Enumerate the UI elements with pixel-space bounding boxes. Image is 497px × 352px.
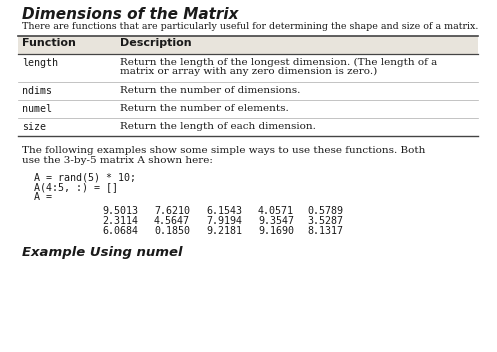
Text: matrix or array with any zero dimension is zero.): matrix or array with any zero dimension … [120, 67, 377, 76]
Text: 0.1850: 0.1850 [154, 226, 190, 236]
Text: use the 3-by-5 matrix A shown here:: use the 3-by-5 matrix A shown here: [22, 156, 213, 165]
Text: Description: Description [120, 38, 192, 48]
Text: 3.5287: 3.5287 [307, 216, 343, 226]
Text: A(4:5, :) = []: A(4:5, :) = [] [34, 182, 118, 192]
Text: Function: Function [22, 38, 76, 48]
Bar [18, 118, 478, 136]
Text: Return the number of elements.: Return the number of elements. [120, 104, 289, 113]
Text: Dimensions of the Matrix: Dimensions of the Matrix [22, 7, 239, 22]
Text: 9.5013: 9.5013 [102, 206, 138, 216]
Text: size: size [22, 122, 46, 132]
Text: 7.6210: 7.6210 [154, 206, 190, 216]
Text: A = rand(5) * 10;: A = rand(5) * 10; [34, 172, 136, 182]
Text: 9.3547: 9.3547 [258, 216, 294, 226]
Text: There are functions that are particularly useful for determining the shape and s: There are functions that are particularl… [22, 22, 479, 31]
Text: numel: numel [22, 104, 52, 114]
Text: 6.1543: 6.1543 [206, 206, 242, 216]
Text: 8.1317: 8.1317 [307, 226, 343, 236]
Text: 6.0684: 6.0684 [102, 226, 138, 236]
Bar [18, 82, 478, 100]
Text: 4.0571: 4.0571 [258, 206, 294, 216]
Bar [18, 54, 478, 82]
Text: 2.3114: 2.3114 [102, 216, 138, 226]
Text: The following examples show some simple ways to use these functions. Both: The following examples show some simple … [22, 146, 425, 155]
Text: Return the number of dimensions.: Return the number of dimensions. [120, 86, 300, 95]
Bar [18, 36, 478, 54]
Text: 9.2181: 9.2181 [206, 226, 242, 236]
Text: 4.5647: 4.5647 [154, 216, 190, 226]
Text: 7.9194: 7.9194 [206, 216, 242, 226]
Text: Return the length of each dimension.: Return the length of each dimension. [120, 122, 316, 131]
Text: Return the length of the longest dimension. (The length of a: Return the length of the longest dimensi… [120, 58, 437, 67]
Bar [18, 100, 478, 118]
Text: A =: A = [34, 192, 52, 202]
Text: 9.1690: 9.1690 [258, 226, 294, 236]
Text: Example Using numel: Example Using numel [22, 246, 182, 259]
Text: ndims: ndims [22, 86, 52, 96]
Text: 0.5789: 0.5789 [307, 206, 343, 216]
Text: length: length [22, 58, 58, 68]
